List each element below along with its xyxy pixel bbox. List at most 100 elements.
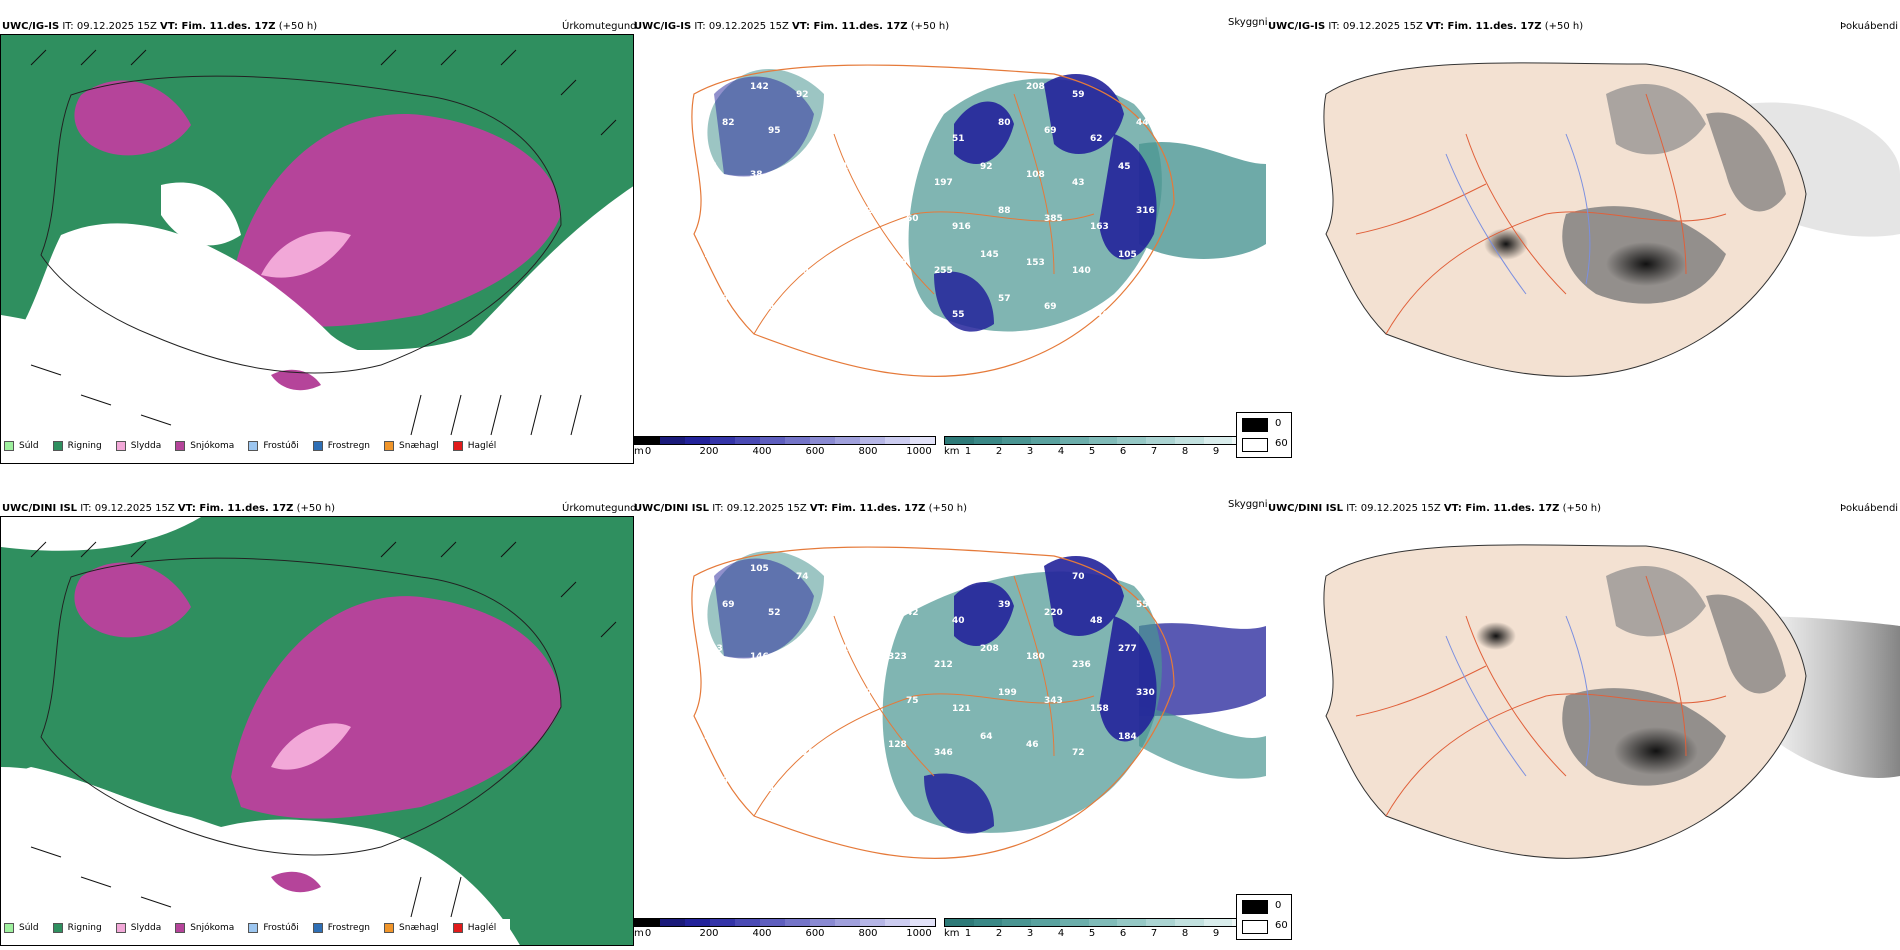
fog-map-top — [1266, 34, 1900, 434]
visibility-value-label: 69 — [722, 600, 735, 610]
visibility-map — [691, 546, 1266, 860]
visibility-value-label: 88 — [998, 206, 1011, 216]
visibility-value-label: 153 — [1026, 258, 1045, 268]
visibility-value-label: 108 — [1026, 170, 1045, 180]
visibility-value-label: 68 — [888, 564, 901, 574]
fog-key-swatch-60 — [1242, 438, 1268, 452]
legend-item-snaehagl: Snæhagl — [384, 441, 439, 451]
visibility-value-label: 70 — [1072, 572, 1085, 582]
visibility-value-label: 159 — [888, 258, 907, 268]
visibility-panel-top: UWC/IG-IS IT: 09.12.2025 15Z VT: Fim. 11… — [634, 0, 1268, 465]
precip-type-label-bottom: Úrkomutegund — [562, 503, 637, 514]
visibility-value-label: 83 — [1118, 556, 1131, 566]
visibility-value-label: 255 — [934, 266, 953, 276]
legend-item-haglel: Haglél — [452, 923, 496, 933]
visibility-labels-top: 492 142 92 67 368 166 56 208 59 87 82 95 62 86 73 51 80 6… — [634, 34, 1266, 434]
visibility-scale-m-top: m 0 200 400 600 800 1000 — [634, 436, 936, 457]
fog-title-bottom: UWC/DINI ISL IT: 09.12.2025 15Z VT: Fim.… — [1268, 503, 1602, 514]
legend-item-slydda: Slydda — [115, 923, 161, 933]
visibility-value-label: 62 — [1090, 134, 1103, 144]
legend-item-rigning: Rigning — [52, 441, 102, 451]
visibility-value-label: 93 — [722, 206, 735, 216]
fog-key-top: 0 60 — [1236, 412, 1292, 458]
fog-type-label-bottom: Þokuábendi — [1840, 503, 1899, 514]
visibility-value-label: 67 — [860, 776, 873, 786]
visibility-value-label: 82 — [814, 310, 827, 320]
visibility-value-label: 51 — [952, 134, 965, 144]
visibility-value-label: 59 — [1072, 90, 1085, 100]
visibility-value-label: 916 — [952, 222, 971, 232]
visibility-value-label: 67 — [842, 74, 855, 84]
visibility-value-label: 184 — [842, 162, 861, 172]
visibility-value-label: 128 — [888, 740, 907, 750]
visibility-value-label: 208 — [1026, 82, 1045, 92]
precip-type-map — [1, 517, 633, 945]
visibility-value-label: 140 — [1072, 266, 1091, 276]
legend-item-sudl: Súld — [4, 923, 39, 933]
visibility-map — [691, 64, 1266, 378]
visibility-type-label-bottom: Skyggni — [1228, 499, 1268, 510]
visibility-value-label: 105 — [1118, 250, 1137, 260]
visibility-value-label: 184 — [768, 214, 787, 224]
visibility-value-label: 236 — [1072, 660, 1091, 670]
legend-item-snjokoma: Snjókoma — [175, 441, 234, 451]
visibility-value-label: 330 — [1136, 688, 1155, 698]
legend-item-snjokoma: Snjókoma — [175, 923, 234, 933]
visibility-value-label: 92 — [722, 294, 735, 304]
visibility-value-label: 194 — [704, 250, 723, 260]
visibility-value-label: 69 — [1044, 302, 1057, 312]
visibility-value-label: 44 — [1136, 118, 1149, 128]
precip-map-top — [0, 34, 634, 464]
legend-item-haglel: Haglél — [452, 441, 496, 451]
visibility-value-label: 43 — [1072, 178, 1085, 188]
visibility-value-label: 61 — [842, 250, 855, 260]
visibility-value-label: 50 — [768, 784, 781, 794]
visibility-labels-bottom: 84 105 74 75 68 166 42 81 70 83 69 52 57 41 42 40 39 220 4… — [634, 516, 1266, 916]
visibility-value-label: 208 — [980, 644, 999, 654]
precip-type-label-top: Úrkomutegund — [562, 21, 637, 32]
visibility-scale-km-bottom: km 1 2 3 4 5 6 7 8 9 10 — [944, 918, 1262, 939]
visibility-value-label: 47 — [704, 162, 717, 172]
visibility-value-label: 346 — [934, 748, 953, 758]
visibility-value-label: 61 — [704, 338, 717, 348]
visibility-value-label: 199 — [998, 688, 1017, 698]
legend-item-sudl: Súld — [4, 441, 39, 451]
visibility-map-top: 492 142 92 67 368 166 56 208 59 87 82 95 62 86 73 51 80 6… — [634, 34, 1266, 434]
fog-panel-bottom: UWC/DINI ISL IT: 09.12.2025 15Z VT: Fim.… — [1236, 482, 1900, 947]
visibility-value-label: 57 — [998, 294, 1011, 304]
visibility-value-label: 146 — [1090, 310, 1109, 320]
visibility-value-label: 52 — [768, 608, 781, 618]
visibility-value-label: 58 — [906, 302, 919, 312]
visibility-value-label: 49 — [750, 740, 763, 750]
visibility-value-label: 146 — [750, 652, 769, 662]
visibility-value-label: 62 — [768, 696, 781, 706]
visibility-value-label: 10 — [842, 732, 855, 742]
visibility-value-label: 57 — [814, 616, 827, 626]
visibility-value-label: 277 — [1118, 644, 1137, 654]
precip-title-top: UWC/IG-IS IT: 09.12.2025 15Z VT: Fim. 11… — [2, 21, 318, 32]
visibility-value-label: 197 — [934, 178, 953, 188]
legend-item-frostregn: Frostregn — [312, 923, 370, 933]
visibility-value-label: 91 — [796, 178, 809, 188]
visibility-value-label: 41 — [860, 600, 873, 610]
visibility-value-label: 316 — [1136, 206, 1155, 216]
visibility-map-bottom: 84 105 74 75 68 166 42 81 70 83 69 52 57 41 42 40 39 220 4… — [634, 516, 1266, 916]
visibility-value-label: 62 — [814, 134, 827, 144]
visibility-value-label: 121 — [860, 206, 879, 216]
precip-panel-top: UWC/IG-IS IT: 09.12.2025 15Z VT: Fim. 11… — [0, 0, 637, 465]
visibility-panel-bottom: UWC/DINI ISL IT: 09.12.2025 15Z VT: Fim.… — [634, 482, 1268, 947]
visibility-value-label: 74 — [796, 572, 809, 582]
visibility-value-label: 86 — [860, 118, 873, 128]
visibility-value-label: 237 — [814, 222, 833, 232]
fog-key-bottom: 0 60 — [1236, 894, 1292, 940]
precip-type-legend-top: Súld Rigning Slydda Snjókoma Frostúði Fr… — [4, 437, 511, 455]
visibility-colorbar-km — [944, 436, 1262, 445]
visibility-value-label: 50 — [814, 704, 827, 714]
visibility-value-label: 81 — [1026, 564, 1039, 574]
visibility-value-label: 227 — [888, 170, 907, 180]
precip-type-map — [1, 35, 633, 463]
visibility-value-label: 133 — [704, 644, 723, 654]
visibility-value-label: 323 — [888, 652, 907, 662]
visibility-value-label: 50 — [814, 792, 827, 802]
legend-item-frostregn: Frostregn — [312, 441, 370, 451]
